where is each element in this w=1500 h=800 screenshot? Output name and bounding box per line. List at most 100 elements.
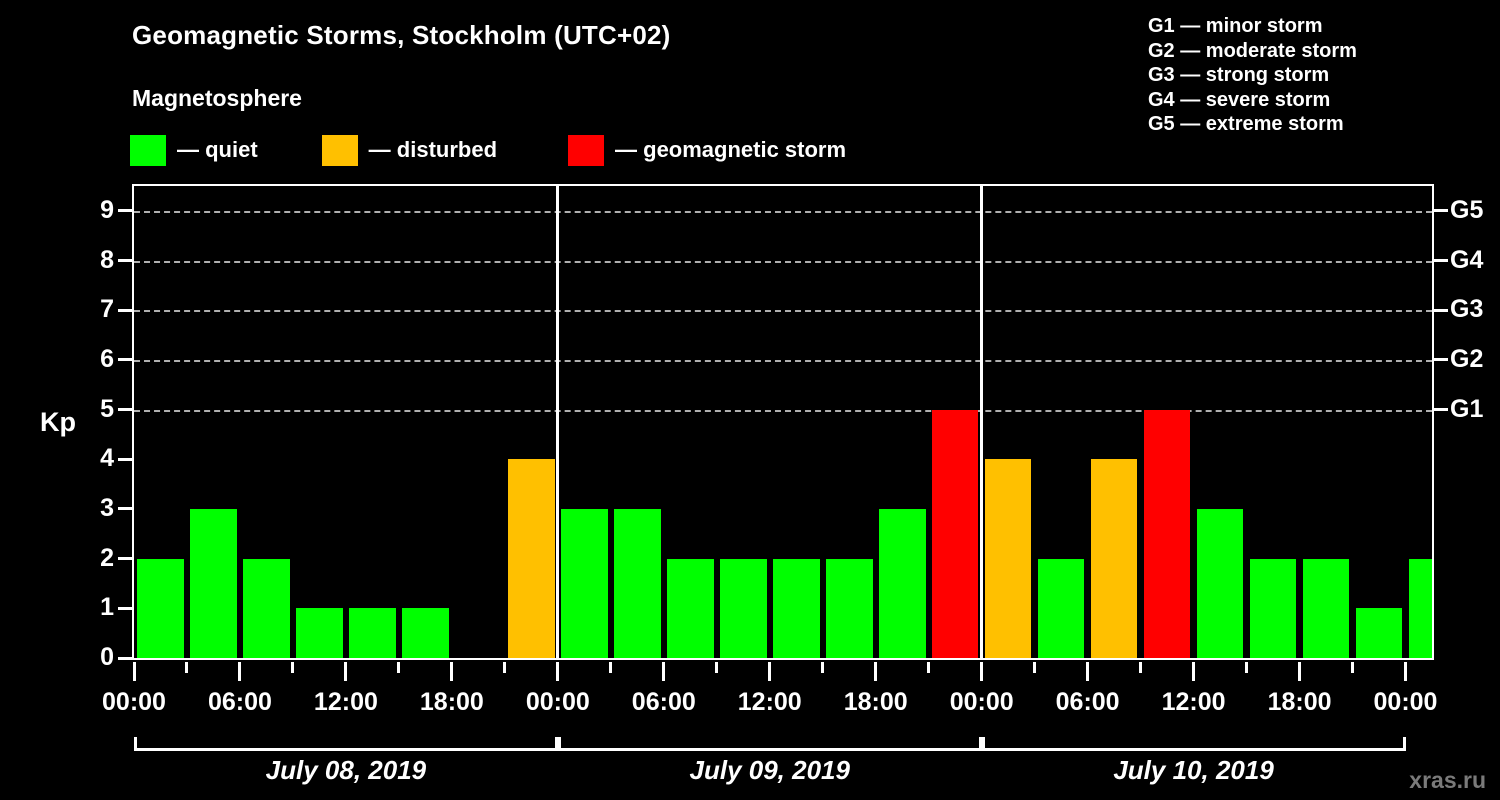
legend-item-disturbed: — disturbed [321,134,498,166]
date-bracket-3 [981,737,1406,751]
x-tick-minor-9 [609,662,613,673]
x-tick-minor-5 [397,662,401,673]
bar [878,508,926,658]
bar [1037,558,1085,658]
x-tick-major-22 [1298,662,1302,681]
x-tick-major-12 [768,662,772,681]
y-tick-label-1: 1 [100,593,114,622]
gridline-kp-8 [134,260,1432,263]
x-tick-major-24 [1404,662,1407,681]
y-tick-mark-0 [118,656,132,660]
g-tick-label-G5: G5 [1450,195,1484,224]
bar [931,409,979,658]
bar [613,508,661,658]
x-tick-label-9: 06:00 [1055,688,1120,716]
legend-swatch-disturbed-icon [321,134,358,166]
g-tick-label-G3: G3 [1450,295,1484,324]
g-tick-mark-G3 [1434,308,1448,312]
g-tick-label-G2: G2 [1450,344,1484,373]
x-tick-label-5: 06:00 [631,688,696,716]
x-tick-major-0 [132,662,136,681]
date-bracket-1 [134,737,558,751]
x-tick-label-10: 12:00 [1161,688,1226,716]
x-tick-minor-23 [1351,662,1355,673]
x-tick-minor-1 [185,662,189,673]
y-tick-label-3: 3 [100,493,114,522]
gridline-kp-9 [134,210,1432,213]
bar [825,558,873,658]
legend: — quiet — disturbed — geomagnetic storm [130,132,846,168]
plot-area [132,184,1434,660]
y-axis-title: Kp [40,407,76,437]
bar [772,558,820,658]
bar [296,608,343,658]
g-tick-mark-G1 [1434,408,1448,412]
date-label-2: July 09, 2019 [689,755,850,785]
bar [1143,409,1191,658]
bar [402,608,449,658]
x-tick-label-3: 18:00 [419,688,484,716]
legend-swatch-quiet-icon [130,134,166,166]
date-label-1: July 08, 2019 [265,755,427,785]
bar [137,558,184,658]
day-divider-1 [556,186,560,658]
x-tick-minor-13 [821,662,825,673]
bar [190,508,237,658]
y-tick-label-6: 6 [100,344,114,373]
legend-label-storm: — geomagnetic storm [615,137,847,162]
y-tick-mark-3 [118,507,132,511]
bar [1302,558,1350,658]
y-tick-label-8: 8 [100,245,114,274]
bar [1355,608,1403,658]
x-tick-label-4: 00:00 [525,688,590,716]
legend-item-storm: — geomagnetic storm [568,134,847,166]
bar [349,608,396,658]
day-divider-2 [980,186,984,658]
gscale-row-g2: G2 — moderate storm [1148,39,1357,62]
x-tick-label-7: 18:00 [843,688,908,716]
y-tick-mark-9 [118,209,132,213]
gscale-row-g4: G4 — severe storm [1148,88,1331,111]
gscale-row-g5: G5 — extreme storm [1148,113,1344,135]
y-tick-mark-2 [118,557,132,561]
y-tick-label-9: 9 [100,195,114,224]
x-tick-label-6: 12:00 [737,688,802,716]
x-tick-label-2: 12:00 [313,688,378,716]
legend-label-quiet: — quiet [177,137,258,162]
x-tick-minor-19 [1139,662,1143,673]
gscale-row-g3: G3 — strong storm [1148,64,1330,86]
gscale-row-g1: G1 — minor storm [1148,15,1323,37]
x-tick-minor-11 [715,662,719,673]
date-bracket-2 [557,737,982,751]
y-tick-label-2: 2 [100,543,114,572]
legend-label-disturbed: — disturbed [368,137,498,162]
legend-swatch-storm-icon [568,134,605,166]
y-tick-mark-8 [118,259,132,263]
y-tick-mark-6 [118,358,132,362]
y-tick-label-7: 7 [100,295,114,324]
plot-inner [134,186,1432,658]
y-tick-mark-1 [118,606,132,610]
bar [1090,459,1138,658]
g-tick-mark-G5 [1434,209,1448,213]
x-tick-major-20 [1192,662,1196,681]
x-tick-major-14 [874,662,878,681]
x-tick-major-8 [556,662,560,681]
bar [1249,558,1297,658]
bar-partial [1408,558,1432,658]
x-tick-major-2 [238,662,242,681]
gscale-legend: G1 — minor storm G2 — moderate storm G3 … [1148,14,1478,137]
date-label-3: July 10, 2019 [1113,755,1274,785]
x-tick-label-12: 00:00 [1373,688,1438,716]
y-tick-mark-7 [118,308,132,312]
bar [719,558,767,658]
x-tick-label-11: 18:00 [1267,688,1332,716]
bar [1196,508,1244,658]
y-tick-mark-5 [118,408,132,412]
x-tick-major-10 [662,662,666,681]
x-tick-major-18 [1086,662,1090,681]
x-tick-label-8: 00:00 [949,688,1014,716]
x-tick-label-0: 00:00 [102,688,166,716]
bar [666,558,714,658]
watermark: xras.ru [1409,767,1486,793]
